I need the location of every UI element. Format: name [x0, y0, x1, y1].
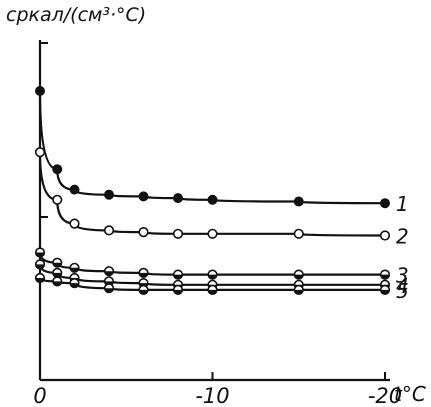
series-2-point-2	[69, 218, 80, 229]
series-1-point-8	[380, 198, 391, 209]
series-label-4: 4	[396, 274, 409, 298]
series-5-point-7	[293, 284, 304, 296]
x-tick-label-0: 0	[33, 384, 46, 407]
series-2-point-8	[379, 230, 391, 241]
series-1-point-2	[69, 184, 80, 195]
series-3-point-2	[69, 262, 80, 273]
x-axis-label: t°C	[394, 382, 426, 406]
series-label-5: 5	[396, 279, 409, 303]
series-5-point-6	[207, 284, 218, 296]
series-2-point-3	[103, 225, 115, 236]
series-line-1	[38, 90, 386, 205]
series-3-point-4	[138, 267, 149, 279]
series-3-point-7	[293, 269, 304, 280]
axes-group	[38, 40, 390, 382]
series-5-point-5	[172, 284, 184, 296]
series-2-point-7	[293, 228, 304, 239]
series-3-point-3	[103, 266, 115, 277]
series-1-point-6	[207, 194, 218, 205]
series-1-point-7	[293, 196, 304, 207]
series-label-2: 2	[396, 225, 409, 249]
x-ticks-group: 0 -10 -20	[33, 372, 402, 407]
series-1-point-5	[172, 193, 183, 204]
series-5-point-3	[103, 283, 115, 294]
series-5-point-1	[52, 276, 63, 287]
series-2-point-1	[52, 194, 63, 205]
series-1-point-0	[35, 85, 46, 96]
series-4-point-1	[52, 267, 63, 279]
series-5-point-8	[379, 284, 391, 296]
series-5-point-4	[138, 284, 149, 296]
series-points-group	[34, 85, 391, 296]
series-3-point-5	[172, 269, 184, 280]
x-tick-label-1: -10	[195, 384, 229, 407]
series-5-point-2	[69, 278, 80, 289]
series-2-point-6	[207, 228, 218, 239]
series-3-point-6	[207, 269, 218, 280]
series-label-3: 3	[396, 264, 409, 288]
series-3-point-1	[52, 257, 63, 268]
series-lines-group	[38, 90, 386, 292]
series-2-point-0	[34, 147, 46, 158]
series-3-point-8	[379, 269, 391, 280]
series-4-point-0	[34, 259, 46, 270]
series-2-point-5	[172, 228, 184, 239]
series-labels-group: 1 2 345	[396, 192, 409, 303]
series-2-point-4	[138, 227, 149, 238]
x-tick-label-2: -20	[368, 384, 402, 407]
series-1-point-1	[52, 164, 63, 175]
series-1-point-3	[103, 189, 114, 200]
series-1-point-4	[138, 191, 149, 202]
series-3-point-0	[34, 247, 46, 258]
series-5-point-0	[34, 272, 46, 284]
y-axis-label: cpкал/(cм³·°С)	[6, 4, 146, 26]
series-label-1: 1	[396, 192, 409, 216]
